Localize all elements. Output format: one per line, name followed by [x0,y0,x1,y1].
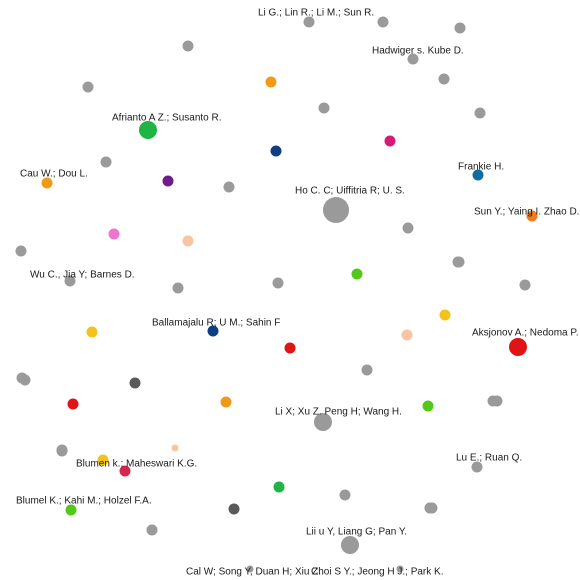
node-label-n5: Frankie H. [458,162,504,173]
graph-node-u26[interactable] [129,377,141,389]
graph-node-u6[interactable] [438,73,450,85]
graph-node-n15[interactable] [341,536,359,554]
graph-node-u20[interactable] [272,277,284,289]
graph-node-u33[interactable] [119,465,131,477]
graph-node-u30[interactable] [361,364,373,376]
graph-node-n13[interactable] [471,461,483,473]
graph-node-u5[interactable] [82,81,94,93]
node-label-n1: Li G.; Lin R.; Li M.; Sun R. [258,8,374,19]
node-label-n16: Cal W; Song Y, Duan H; Xiu Z. [186,567,321,578]
graph-node-u22[interactable] [439,309,451,321]
node-label-n9: Ballamajalu R; U M.; Sahin F [152,318,280,329]
graph-node-u19[interactable] [172,282,184,294]
graph-node-u4[interactable] [265,76,277,88]
node-label-n17: Choi S Y.; Jeong H J.; Park K. [311,567,443,578]
graph-node-u45[interactable] [19,374,31,386]
graph-node-u35[interactable] [273,481,285,493]
graph-node-n17[interactable] [396,565,404,573]
graph-node-u16[interactable] [351,268,363,280]
node-label-n10: Aksjonov A.; Nedoma P. [472,328,579,339]
graph-node-u46[interactable] [56,444,68,456]
node-label-n15: Lii u Y, Liang G; Pan Y. [306,527,407,538]
graph-node-u1[interactable] [377,16,389,28]
node-label-n11: Li X; Xu Z. Peng H; Wang H. [275,407,402,418]
graph-node-u9[interactable] [318,102,330,114]
graph-node-u12[interactable] [223,181,235,193]
node-label-n14: Blumel K.; Kahi M.; Holzel F.A. [16,496,152,507]
graph-node-u3[interactable] [182,40,194,52]
graph-node-u14[interactable] [182,235,194,247]
graph-node-u23[interactable] [284,342,296,354]
graph-node-u44[interactable] [424,502,436,514]
graph-node-u15[interactable] [15,245,27,257]
node-label-n6: Ho C. C; Uiffitria R; U. S. [295,186,405,197]
graph-node-u8[interactable] [270,145,282,157]
graph-node-u39[interactable] [228,503,240,515]
graph-node-n4[interactable] [41,177,53,189]
graph-node-n6[interactable] [323,197,349,223]
graph-node-n7[interactable] [526,210,538,222]
graph-node-u42[interactable] [519,279,531,291]
graph-node-n8[interactable] [64,275,76,287]
graph-node-u28[interactable] [220,396,232,408]
graph-node-n9[interactable] [207,325,219,337]
graph-node-u13[interactable] [108,228,120,240]
node-label-n3: Afrianto A Z.; Susanto R. [112,113,222,124]
graph-node-u21[interactable] [86,326,98,338]
graph-node-n12[interactable] [97,454,109,466]
graph-node-u29[interactable] [422,400,434,412]
graph-node-u41[interactable] [474,107,486,119]
node-label-n13: Lu E.; Ruan Q. [456,453,522,464]
graph-node-u47[interactable] [452,256,464,268]
labels-layer: Li G.; Lin R.; Li M.; Sun R. Hadwiger s. … [16,8,580,578]
node-label-n12: Blumen k.; Maheswari K.G. [76,459,197,470]
graph-node-n11[interactable] [314,413,332,431]
graph-node-u27[interactable] [67,398,79,410]
node-label-n2: Hadwiger s. Kube D. [372,46,464,57]
graph-node-n14[interactable] [65,504,77,516]
graph-node-n1[interactable] [303,16,315,28]
node-label-n7: Sun Y.; Yaing I. Zhao D.; [474,207,580,218]
graph-node-u17[interactable] [402,222,414,234]
node-label-n4: Cau W.; Dou L. [20,169,88,180]
graph-node-u43[interactable] [491,395,503,407]
graph-node-n16[interactable] [246,565,254,573]
graph-node-u7[interactable] [384,135,396,147]
graph-node-n10[interactable] [509,338,527,356]
nodes-layer [15,16,538,573]
graph-node-n2[interactable] [407,53,419,65]
graph-node-u24[interactable] [401,329,413,341]
graph-node-u37[interactable] [146,524,158,536]
graph-node-n5[interactable] [472,169,484,181]
graph-node-u11[interactable] [100,156,112,168]
graph-node-n3[interactable] [139,121,157,139]
graph-node-u32[interactable] [171,444,179,452]
graph-node-u10[interactable] [162,175,174,187]
graph-node-u36[interactable] [339,489,351,501]
node-label-n8: Wu C., Jia Y; Barnes D. [30,270,135,281]
graph-node-u2[interactable] [454,22,466,34]
